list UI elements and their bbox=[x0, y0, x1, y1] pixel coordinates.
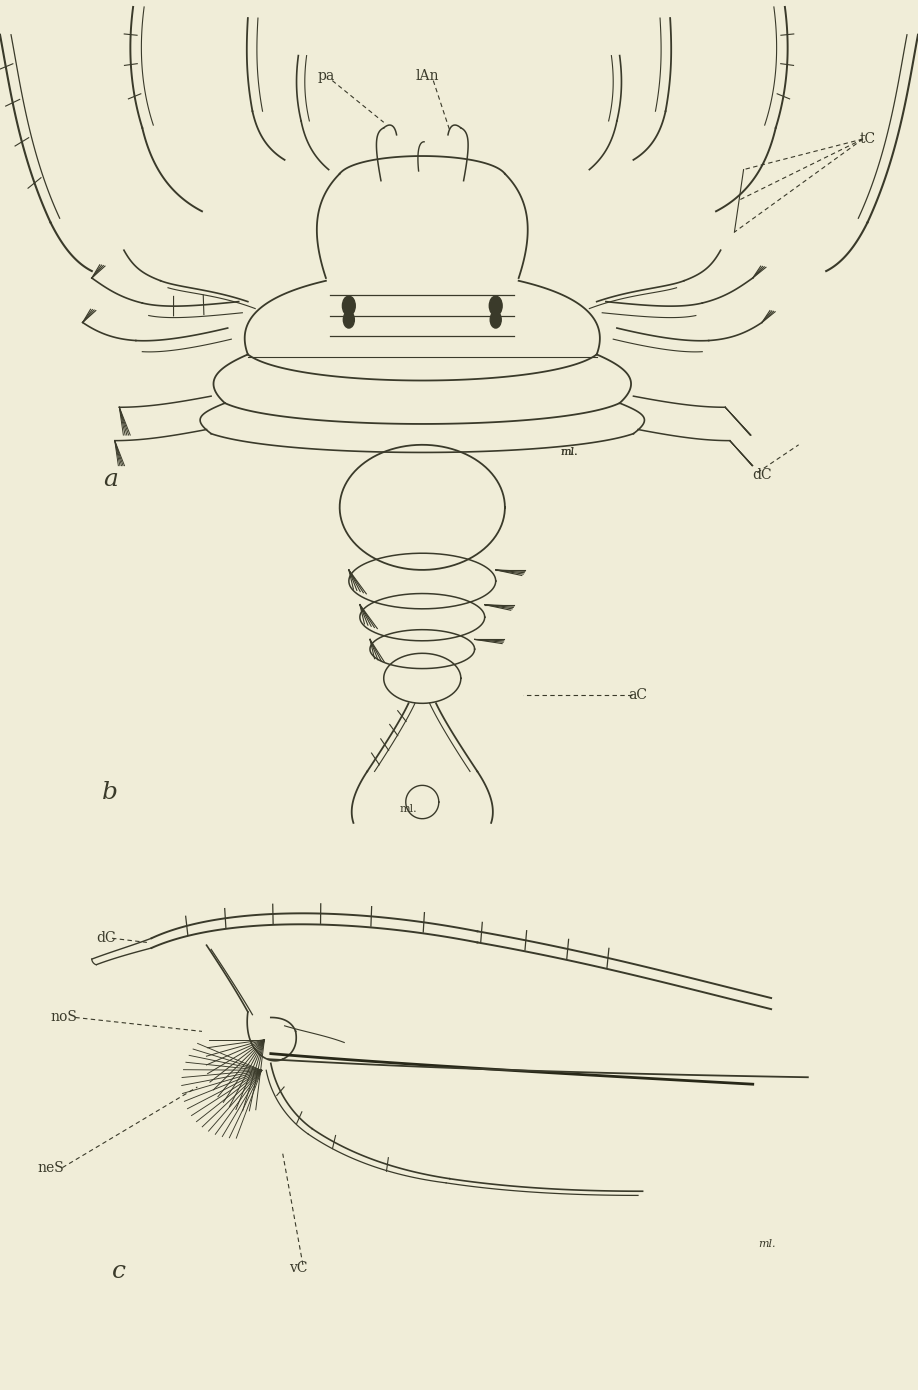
Circle shape bbox=[342, 296, 355, 316]
Text: aC: aC bbox=[629, 688, 647, 702]
Circle shape bbox=[343, 311, 354, 328]
Text: b: b bbox=[102, 781, 118, 803]
Text: pa: pa bbox=[318, 70, 334, 83]
Text: ml.: ml. bbox=[560, 446, 578, 457]
Text: ml.: ml. bbox=[399, 803, 418, 815]
Text: neS: neS bbox=[37, 1161, 64, 1175]
Text: dC: dC bbox=[95, 931, 116, 945]
Text: ml.: ml. bbox=[757, 1238, 776, 1250]
Text: tC: tC bbox=[859, 132, 876, 146]
Circle shape bbox=[490, 311, 501, 328]
Text: a: a bbox=[103, 468, 118, 491]
Text: ml.: ml. bbox=[560, 446, 578, 457]
Text: vC: vC bbox=[289, 1261, 308, 1275]
Text: noS: noS bbox=[50, 1011, 78, 1024]
Text: lAn: lAn bbox=[415, 70, 439, 83]
Text: c: c bbox=[112, 1261, 127, 1283]
Text: dC: dC bbox=[752, 468, 772, 482]
Circle shape bbox=[489, 296, 502, 316]
